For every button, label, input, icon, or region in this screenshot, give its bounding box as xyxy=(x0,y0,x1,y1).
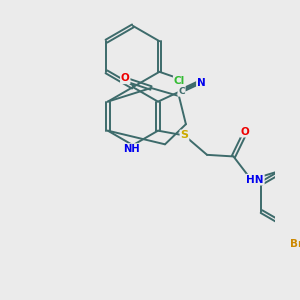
Text: N: N xyxy=(197,78,206,88)
Text: Br: Br xyxy=(290,238,300,248)
Text: O: O xyxy=(121,73,130,83)
Text: C: C xyxy=(178,87,185,96)
Text: S: S xyxy=(181,130,188,140)
Text: NH: NH xyxy=(123,144,140,154)
Text: O: O xyxy=(240,127,249,136)
Text: HN: HN xyxy=(246,175,264,185)
Text: Cl: Cl xyxy=(174,76,185,86)
